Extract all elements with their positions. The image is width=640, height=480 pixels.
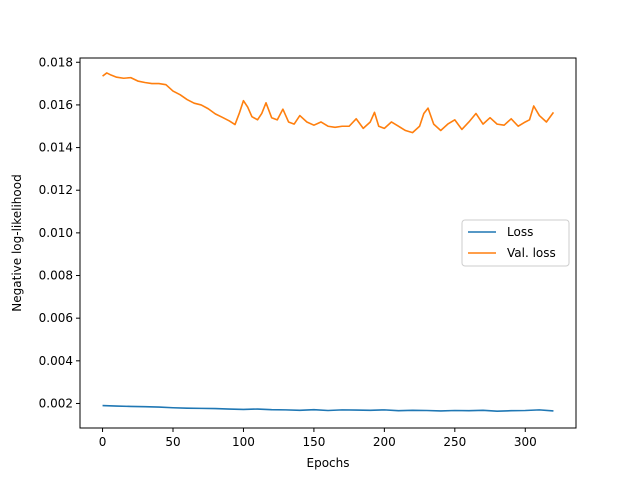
- y-tick-label: 0.016: [39, 98, 73, 112]
- x-tick-label: 300: [514, 435, 537, 449]
- series-layer: [102, 72, 555, 412]
- legend: Loss Val. loss: [461, 219, 570, 267]
- y-tick-label: 0.010: [39, 226, 73, 240]
- x-axis-ticks: 0 50 100 150 200 250 300: [99, 428, 537, 449]
- y-tick-label: 0.014: [39, 141, 73, 155]
- series-line-val-loss: [102, 72, 555, 134]
- x-tick-label: 250: [443, 435, 466, 449]
- series-line-loss: [102, 404, 554, 412]
- y-axis-ticks: 0.002 0.004 0.006 0.008 0.010 0.012 0.014 0.016…: [39, 55, 80, 410]
- x-tick-label: 0: [99, 435, 107, 449]
- y-tick-label: 0.006: [39, 311, 73, 325]
- y-tick-label: 0.012: [39, 183, 73, 197]
- x-tick-label: 200: [373, 435, 396, 449]
- y-tick-label: 0.008: [39, 269, 73, 283]
- legend-label-loss: Loss: [507, 225, 533, 239]
- x-tick-label: 100: [232, 435, 255, 449]
- x-tick-label: 50: [165, 435, 180, 449]
- y-axis-label: Negative log-likelihood: [10, 174, 24, 311]
- legend-label-val-loss: Val. loss: [507, 246, 556, 260]
- x-tick-label: 150: [302, 435, 325, 449]
- x-axis-label: Epochs: [307, 456, 350, 470]
- y-tick-label: 0.002: [39, 396, 73, 410]
- y-tick-label: 0.018: [39, 55, 73, 69]
- y-tick-label: 0.004: [39, 354, 73, 368]
